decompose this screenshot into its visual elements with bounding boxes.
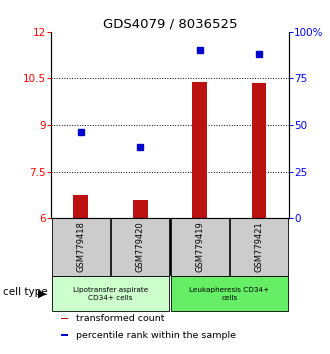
Text: GSM779418: GSM779418 [76, 221, 85, 272]
Text: cell type: cell type [3, 287, 48, 297]
Bar [192, 81, 207, 218]
Bar [52, 276, 169, 312]
Text: ▶: ▶ [38, 289, 47, 299]
Text: percentile rank within the sample: percentile rank within the sample [76, 331, 236, 339]
Text: GSM779420: GSM779420 [136, 221, 145, 272]
Text: GSM779421: GSM779421 [254, 221, 264, 272]
Bar [61, 334, 69, 336]
Bar [230, 218, 288, 276]
Bar [133, 200, 148, 218]
Text: Leukapheresis CD34+
cells: Leukapheresis CD34+ cells [189, 287, 270, 301]
Bar [73, 195, 88, 218]
Bar [171, 218, 229, 276]
Text: transformed count: transformed count [76, 314, 164, 323]
Bar [52, 218, 110, 276]
Title: GDS4079 / 8036525: GDS4079 / 8036525 [103, 18, 237, 31]
Bar [111, 218, 169, 276]
Bar [251, 83, 267, 218]
Bar [61, 318, 69, 319]
Text: GSM779419: GSM779419 [195, 221, 204, 272]
Bar [171, 276, 288, 312]
Text: Lipotransfer aspirate
CD34+ cells: Lipotransfer aspirate CD34+ cells [73, 287, 148, 301]
